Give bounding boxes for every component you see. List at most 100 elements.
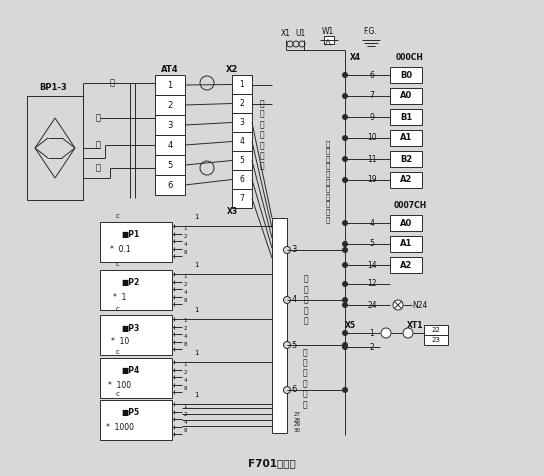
Text: c: c (116, 213, 120, 219)
Text: 24: 24 (367, 300, 377, 309)
Bar (232, 75, 252, 94)
Text: 1: 1 (194, 350, 198, 356)
Bar (390, 109, 422, 125)
Text: 19: 19 (367, 176, 377, 185)
Text: 1: 1 (369, 328, 374, 337)
Circle shape (287, 41, 293, 47)
Circle shape (343, 178, 348, 182)
Circle shape (283, 297, 290, 304)
Text: 4: 4 (369, 218, 374, 228)
Text: 1: 1 (194, 262, 198, 268)
Text: 29: 29 (294, 423, 301, 427)
Circle shape (343, 136, 348, 140)
Bar (155, 75, 185, 95)
Text: 4: 4 (183, 377, 187, 383)
Text: W1: W1 (322, 28, 334, 37)
Bar (390, 236, 422, 252)
Bar (27, 96, 83, 200)
Text: 质
量
输
出
接
口: 质 量 输 出 接 口 (302, 348, 307, 409)
Text: 1: 1 (183, 274, 187, 278)
Text: 控
制
信
号
输
入
、
输
出
接
口: 控 制 信 号 输 入 、 输 出 接 口 (326, 140, 330, 223)
Circle shape (343, 281, 348, 287)
Text: F.G.: F.G. (363, 28, 377, 37)
Text: 8: 8 (183, 298, 187, 303)
Text: 2: 2 (183, 327, 187, 331)
Text: 6: 6 (239, 175, 244, 184)
Circle shape (343, 248, 348, 252)
Text: X4: X4 (349, 53, 361, 62)
Text: 1: 1 (183, 226, 187, 230)
Circle shape (393, 300, 403, 310)
Circle shape (343, 345, 348, 349)
Text: *  1000: * 1000 (106, 423, 134, 432)
Text: 1: 1 (168, 80, 172, 89)
Text: 3: 3 (239, 118, 244, 127)
Bar (390, 88, 422, 104)
Text: 22: 22 (431, 327, 441, 333)
Text: A1: A1 (400, 133, 412, 142)
Bar (100, 358, 172, 398)
Text: A2: A2 (400, 260, 412, 269)
Text: 23: 23 (431, 337, 441, 343)
Text: ■P5: ■P5 (121, 408, 139, 417)
Text: *  0.1: * 0.1 (110, 245, 131, 254)
Text: 5: 5 (239, 156, 244, 165)
Circle shape (343, 115, 348, 119)
Text: 设
定
点
接
口: 设 定 点 接 口 (304, 275, 308, 325)
Circle shape (343, 330, 348, 336)
Text: B1: B1 (400, 112, 412, 121)
Text: 2: 2 (168, 100, 172, 109)
Circle shape (283, 341, 290, 348)
Bar (390, 130, 422, 146)
Bar (155, 95, 185, 115)
Text: ■P4: ■P4 (121, 367, 139, 376)
Bar (424, 325, 448, 335)
Text: 8: 8 (183, 427, 187, 433)
Bar (232, 132, 252, 151)
Text: c: c (116, 349, 120, 355)
Text: 000CH: 000CH (396, 53, 424, 62)
Text: 14: 14 (367, 260, 377, 269)
Text: 6: 6 (369, 70, 374, 79)
Bar (232, 113, 252, 132)
Circle shape (343, 343, 348, 347)
Circle shape (293, 41, 299, 47)
Text: 4: 4 (168, 140, 172, 149)
Text: 5: 5 (369, 239, 374, 248)
Circle shape (343, 72, 348, 78)
Text: A0: A0 (400, 218, 412, 228)
Text: U1: U1 (295, 30, 305, 39)
Circle shape (343, 303, 348, 307)
Text: 5: 5 (292, 340, 296, 349)
Bar (232, 189, 252, 208)
Text: X3: X3 (226, 208, 238, 217)
Text: 2: 2 (183, 281, 187, 287)
Bar (272, 218, 287, 433)
Circle shape (299, 41, 305, 47)
Text: 1: 1 (183, 404, 187, 408)
Bar (100, 270, 172, 310)
Text: 10: 10 (367, 133, 377, 142)
Text: AT4: AT4 (161, 65, 179, 73)
Circle shape (200, 76, 214, 90)
Text: 30: 30 (294, 427, 301, 433)
Bar (390, 172, 422, 188)
Text: 2: 2 (183, 369, 187, 375)
Text: 2: 2 (369, 343, 374, 351)
Text: ■P2: ■P2 (121, 278, 139, 288)
Circle shape (381, 328, 391, 338)
Text: ■P1: ■P1 (121, 230, 139, 239)
Bar (100, 400, 172, 440)
Text: 1: 1 (194, 392, 198, 398)
Circle shape (200, 161, 214, 175)
Text: F701接线图: F701接线图 (248, 458, 296, 468)
Text: 2: 2 (183, 411, 187, 416)
Bar (232, 151, 252, 170)
Text: A2: A2 (400, 176, 412, 185)
Bar (390, 257, 422, 273)
Text: 4: 4 (183, 419, 187, 425)
Text: BP1-3: BP1-3 (39, 83, 67, 92)
Text: 1: 1 (183, 318, 187, 324)
Text: N24: N24 (412, 300, 428, 309)
Text: X1: X1 (281, 30, 291, 39)
